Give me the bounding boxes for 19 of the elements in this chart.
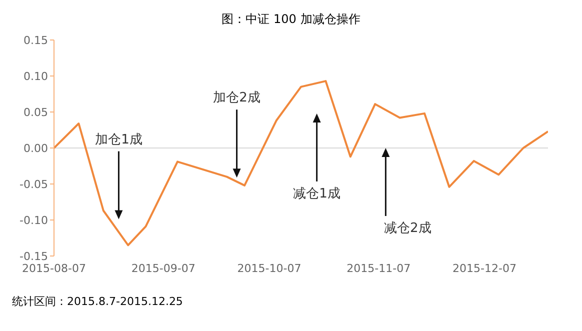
y-tick-label: 0.05 — [24, 106, 48, 119]
x-tick-label: 2015-09-07 — [131, 262, 196, 275]
text: 统计区间：2015.8.7-2015.12.25 — [11, 294, 184, 309]
x-tick-label: 2015-11-07 — [346, 262, 411, 275]
line-series — [54, 80, 548, 246]
annotation: 加仓2成 — [213, 90, 260, 106]
annotation: 减仓1成 — [293, 186, 340, 202]
x-tick-label: 2015-10-07 — [237, 262, 302, 275]
y-tick-label: -0.15 — [20, 250, 48, 263]
y-tick-label: 0.10 — [24, 70, 48, 83]
x-tick-label: 2015-08-07 — [22, 262, 86, 275]
y-tick-label: -0.05 — [20, 178, 48, 191]
y-tick-label: -0.10 — [20, 214, 48, 227]
annotation: 加仓1成 — [95, 132, 142, 148]
y-tick-label: 0.00 — [24, 142, 48, 155]
y-tick-label: 0.15 — [24, 34, 48, 47]
chart-title: 图：中证 100 加减仓操作 — [220, 11, 362, 28]
x-tick-label: 2015-12-07 — [452, 262, 516, 275]
annotation: 减仓2成 — [384, 221, 432, 236]
